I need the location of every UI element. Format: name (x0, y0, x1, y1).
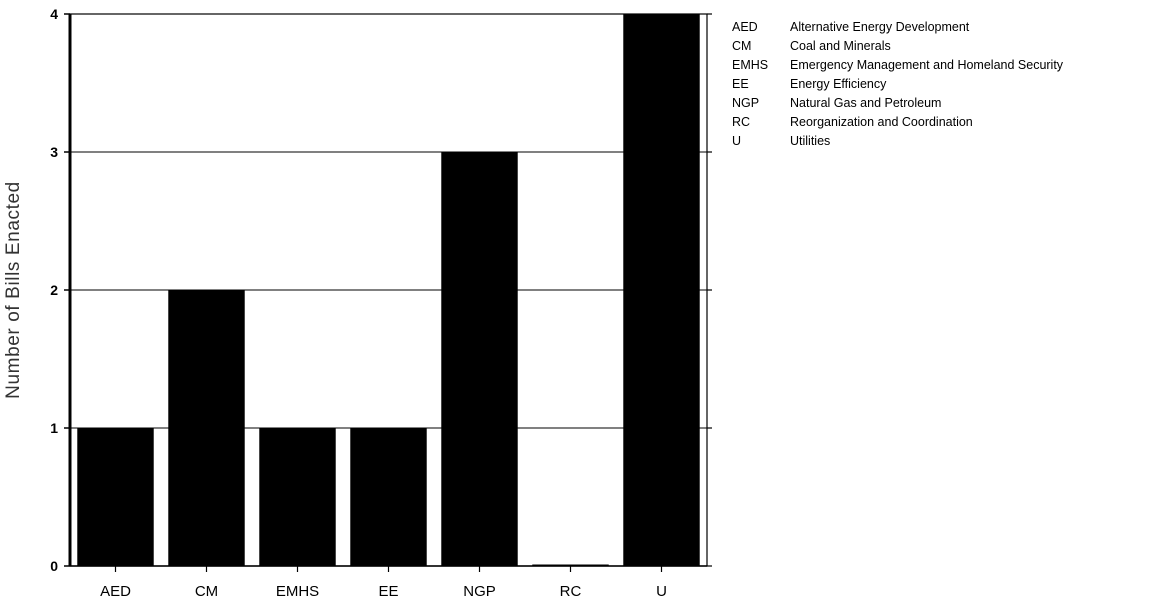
legend-code: EMHS (732, 58, 769, 72)
y-tick-label: 1 (50, 420, 58, 436)
bar (77, 428, 154, 566)
y-tick-label: 0 (50, 558, 58, 574)
y-tick-label: 4 (50, 6, 58, 22)
gridlines (70, 151, 707, 429)
bar (168, 290, 245, 566)
legend-label: Coal and Minerals (790, 39, 891, 53)
x-tick-label: EMHS (276, 583, 319, 600)
legend-item: AED Alternative Energy Development (732, 18, 1063, 37)
legend-label: Alternative Energy Development (790, 20, 970, 34)
legend-code: U (732, 134, 742, 148)
legend-label: Natural Gas and Petroleum (790, 96, 942, 110)
x-tick-label: RC (560, 583, 582, 600)
legend-item: EE Energy Efficiency (732, 75, 1063, 94)
bar (259, 428, 336, 566)
legend-code: CM (732, 39, 752, 53)
y-tick-label: 2 (50, 282, 58, 298)
y-tick-labels: 0 1 2 3 4 (50, 6, 58, 574)
legend-code: RC (732, 115, 751, 129)
legend-label: Emergency Management and Homeland Securi… (790, 58, 1064, 72)
x-tick-label: AED (100, 583, 131, 600)
x-tick-label: CM (195, 583, 218, 600)
x-tick-label: NGP (463, 583, 496, 600)
legend-item: RC Reorganization and Coordination (732, 113, 1063, 132)
legend-label: Energy Efficiency (790, 77, 887, 91)
legend-code: EE (732, 77, 749, 91)
x-tick-labels: AED CM EMHS EE NGP RC U (100, 583, 667, 600)
legend: AED Alternative Energy Development CM Coal … (732, 18, 1063, 151)
bar (441, 152, 518, 566)
legend-code: NGP (732, 96, 760, 110)
legend-item: CM Coal and Minerals (732, 37, 1063, 56)
bar (623, 14, 700, 566)
legend-code: AED (732, 20, 758, 34)
axes (64, 13, 712, 572)
legend-item: EMHS Emergency Management and Homeland Se… (732, 56, 1063, 75)
legend-item: U Utilities (732, 132, 1063, 151)
legend-item: NGP Natural Gas and Petroleum (732, 94, 1063, 113)
x-tick-label: EE (378, 583, 398, 600)
y-axis-label: Number of Bills Enacted (3, 181, 24, 399)
legend-label: Reorganization and Coordination (790, 115, 973, 129)
x-tick-label: U (656, 583, 667, 600)
bars (77, 14, 700, 566)
y-tick-label: 3 (50, 144, 58, 160)
legend-label: Utilities (790, 134, 831, 148)
bar (350, 428, 427, 566)
